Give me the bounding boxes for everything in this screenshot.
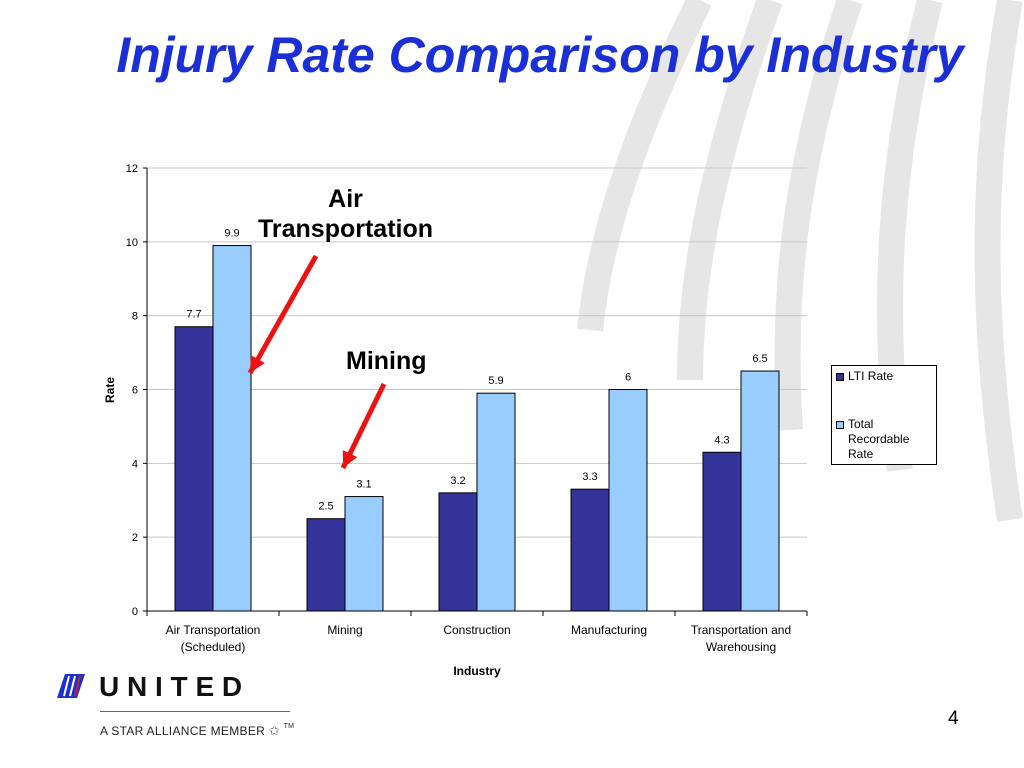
x-tick-label: (Scheduled)	[181, 640, 246, 654]
x-tick-label: Transportation and	[691, 623, 791, 637]
callout-air-line1: Air	[328, 185, 363, 213]
callout-mining-line1: Mining	[346, 347, 427, 375]
bar-lti-rate	[702, 451, 742, 612]
bar-value-label: 6.5	[752, 353, 767, 365]
bar-total-recordable-rate	[740, 370, 780, 612]
bar-value-label: 2.5	[318, 501, 333, 513]
x-tick-label: Mining	[327, 623, 362, 637]
tagline-text: A STAR ALLIANCE MEMBER	[100, 724, 266, 738]
y-tick-label: 8	[132, 311, 138, 323]
slide-title: Injury Rate Comparison by Industry	[116, 27, 964, 83]
bar-value-label: 3.1	[356, 479, 371, 491]
legend-item-lti: LTI Rate	[836, 369, 934, 384]
x-axis-title: Industry	[453, 664, 501, 678]
legend-swatch-lti	[836, 373, 844, 381]
arrow-air-transportation-head	[250, 355, 265, 373]
arrow-mining-head	[342, 450, 358, 468]
y-axis-title: Rate	[103, 377, 117, 403]
globe-icon	[57, 674, 85, 698]
logo-tagline: A STAR ALLIANCE MEMBER ✩ TM	[100, 723, 294, 739]
legend-swatch-total	[836, 421, 844, 429]
legend-label-lti: LTI Rate	[848, 369, 894, 383]
arrow-air-transportation	[247, 254, 319, 375]
y-tick-label: 12	[126, 163, 138, 175]
bar-lti-rate	[174, 326, 214, 612]
united-globe-logo: U N I T E D	[57, 672, 242, 702]
callout-air-line2: Transportation	[258, 215, 434, 243]
y-tick-label: 0	[132, 606, 138, 618]
logo-wordmark: U N I T E D	[99, 672, 242, 702]
y-tick-label: 6	[132, 385, 138, 397]
page-number: 4	[948, 708, 959, 729]
bar-total-recordable-rate	[212, 245, 252, 612]
bar-value-label: 7.7	[186, 309, 201, 321]
x-tick-label: Manufacturing	[571, 623, 647, 637]
y-tick-label: 4	[132, 458, 138, 470]
trademark-text: TM	[283, 723, 295, 730]
bar-lti-rate	[306, 518, 346, 612]
y-tick-label: 2	[132, 532, 138, 544]
bar-value-label: 3.2	[450, 475, 465, 487]
callout-air-transportation: Air Transportation	[258, 184, 433, 244]
bar-value-label: 6	[625, 372, 631, 384]
bar-total-recordable-rate	[608, 389, 648, 612]
bar-value-label: 4.3	[714, 434, 729, 446]
bar-total-recordable-rate	[476, 392, 516, 612]
bar-lti-rate	[570, 488, 610, 612]
bar-value-label: 3.3	[582, 471, 597, 483]
x-tick-label: Construction	[443, 623, 510, 637]
legend-label-total: Total Recordable Rate	[848, 417, 910, 461]
y-tick-label: 10	[126, 237, 138, 249]
star-icon: ✩	[268, 723, 280, 738]
bar-value-label: 9.9	[224, 228, 239, 240]
bar-value-label: 5.9	[488, 375, 503, 387]
chart-legend: LTI Rate Total Recordable Rate	[831, 365, 937, 465]
legend-item-total: Total Recordable Rate	[836, 417, 934, 462]
bar-lti-rate	[438, 492, 478, 612]
x-tick-label: Air Transportation	[166, 623, 261, 637]
x-tick-label: Warehousing	[706, 640, 776, 654]
bar-total-recordable-rate	[344, 496, 384, 612]
tagline-divider	[100, 711, 290, 712]
callout-mining: Mining	[346, 346, 427, 376]
